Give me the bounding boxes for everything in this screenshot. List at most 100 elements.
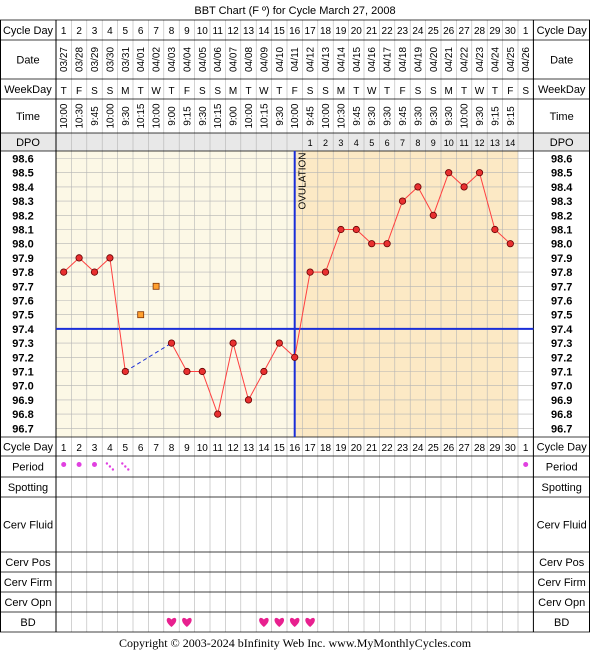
y-tick-label-right: 97.7 (551, 281, 572, 293)
cycle-day-label-bottom: 4 (107, 443, 113, 454)
cycle-day-label: 23 (397, 26, 409, 37)
temperature-point (275, 339, 283, 347)
cycle-day-label-bottom: 23 (397, 443, 409, 454)
weekday-label: F (507, 86, 513, 97)
weekday-label: W (259, 86, 269, 97)
dpo-label: 11 (459, 138, 468, 148)
row-label-right-cerv_opn: Cerv Opn (538, 597, 585, 609)
row-label-left-weekday: WeekDay (4, 84, 52, 96)
period-heavy-dot (523, 462, 529, 467)
time-label: 10:00 (152, 103, 163, 128)
cycle-day-label-bottom: 13 (243, 443, 255, 454)
row-label-left-cycle_day: Cycle Day (3, 442, 54, 454)
y-tick-label-left: 97.5 (12, 310, 33, 322)
cycle-day-label: 9 (184, 26, 190, 37)
y-tick-label-left: 97.0 (12, 381, 33, 393)
y-tick-label-left: 98.4 (12, 182, 34, 194)
dpo-label: 10 (444, 138, 454, 148)
temperature-line (109, 257, 126, 372)
dpo-row-bg (0, 133, 590, 151)
dpo-label: 7 (400, 138, 405, 148)
time-label: 9:45 (90, 106, 101, 126)
excluded-temperature-point (152, 282, 160, 290)
row-label-left-cerv_fluid: Cerv Fluid (3, 520, 53, 532)
temperature-line (479, 172, 496, 230)
temperature-point (491, 225, 499, 234)
cycle-day-label-bottom: 21 (366, 443, 378, 454)
time-label: 9:15 (182, 106, 193, 126)
time-label: 10:15 (136, 103, 147, 128)
row-label-right-time: Time (550, 111, 574, 123)
row-label-right-spotting: Spotting (542, 482, 582, 494)
cycle-day-label-bottom: 1 (61, 443, 67, 454)
weekday-label: T (461, 86, 467, 97)
cycle-day-label: 4 (107, 26, 113, 37)
cycle-day-label: 1 (61, 26, 67, 37)
row-label-right-bd: BD (554, 617, 569, 629)
temperature-line (432, 172, 450, 216)
y-tick-label-left: 97.2 (12, 352, 33, 364)
weekday-label: T (384, 86, 390, 97)
date-label: 04/11 (290, 47, 301, 72)
excluded-temperature-point (137, 311, 145, 319)
date-label: 03/29 (90, 47, 101, 72)
row-label-right-date: Date (550, 55, 573, 67)
period-light-dot (124, 465, 127, 468)
cycle-day-label: 7 (153, 26, 159, 37)
cycle-day-label: 27 (459, 26, 471, 37)
cycle-day-label-bottom: 16 (289, 443, 301, 454)
temperature-line (294, 272, 311, 358)
cycle-day-label-bottom: 24 (412, 443, 424, 454)
weekday-label: S (91, 86, 98, 97)
cycle-day-label-bottom: 26 (443, 443, 455, 454)
date-label: 04/19 (413, 47, 424, 72)
y-tick-label-right: 98.3 (551, 196, 572, 208)
date-label: 04/01 (136, 47, 147, 72)
y-tick-label-right: 98.1 (551, 225, 572, 237)
time-label: 9:15 (490, 106, 501, 126)
cycle-day-label: 5 (123, 26, 129, 37)
time-label: 9:15 (506, 106, 517, 126)
temperature-line (171, 342, 188, 372)
weekday-label: T (61, 86, 67, 97)
cycle-day-label-bottom: 27 (459, 443, 471, 454)
temperature-point (183, 367, 191, 376)
temperature-line (417, 186, 434, 216)
period-heavy-dot (76, 462, 82, 467)
dpo-label: 6 (385, 138, 390, 148)
y-tick-label-left: 96.8 (12, 409, 33, 421)
cycle-day-label: 22 (382, 26, 394, 37)
pre-ovulation-background (56, 151, 295, 437)
temperature-point (244, 396, 253, 404)
cycle-day-label: 28 (474, 26, 486, 37)
dpo-label: 4 (354, 138, 359, 148)
temperature-point (90, 268, 99, 276)
y-tick-label-left: 98.3 (12, 196, 33, 208)
y-tick-label-right: 98.0 (551, 239, 572, 251)
header-labels: Cycle Day Cycle Day Date Date WeekDay WeekDay… (3, 25, 587, 629)
date-label: 03/30 (105, 47, 116, 72)
cycle-day-label-bottom: 17 (305, 443, 317, 454)
cycle-day-label: 3 (92, 26, 98, 37)
cycle-day-label: 26 (443, 26, 455, 37)
header-bg (0, 20, 590, 151)
temperature-point (398, 197, 407, 205)
time-label: 10:00 (59, 103, 70, 128)
time-label: 9:00 (167, 106, 178, 126)
row-label-right-cerv_fluid: Cerv Fluid (537, 520, 587, 532)
date-label: 04/13 (321, 47, 332, 72)
row-label-left-period: Period (12, 462, 44, 474)
date-label: 04/06 (213, 47, 224, 72)
cycle-day-label: 11 (213, 26, 224, 37)
dpo-label: 13 (490, 138, 500, 148)
weekday-label: F (184, 86, 190, 97)
weekday-label: F (399, 86, 405, 97)
date-label: 04/20 (429, 47, 440, 72)
temperature-gap-line (125, 342, 172, 372)
temperature-line (263, 342, 280, 372)
weekday-label: F (292, 86, 298, 97)
y-tick-label-left: 97.6 (12, 296, 33, 308)
y-tick-label-right: 98.4 (551, 182, 573, 194)
chart-title: BBT Chart (F º) for Cycle March 27, 2008 (194, 5, 395, 17)
row-label-left-time: Time (16, 111, 40, 123)
